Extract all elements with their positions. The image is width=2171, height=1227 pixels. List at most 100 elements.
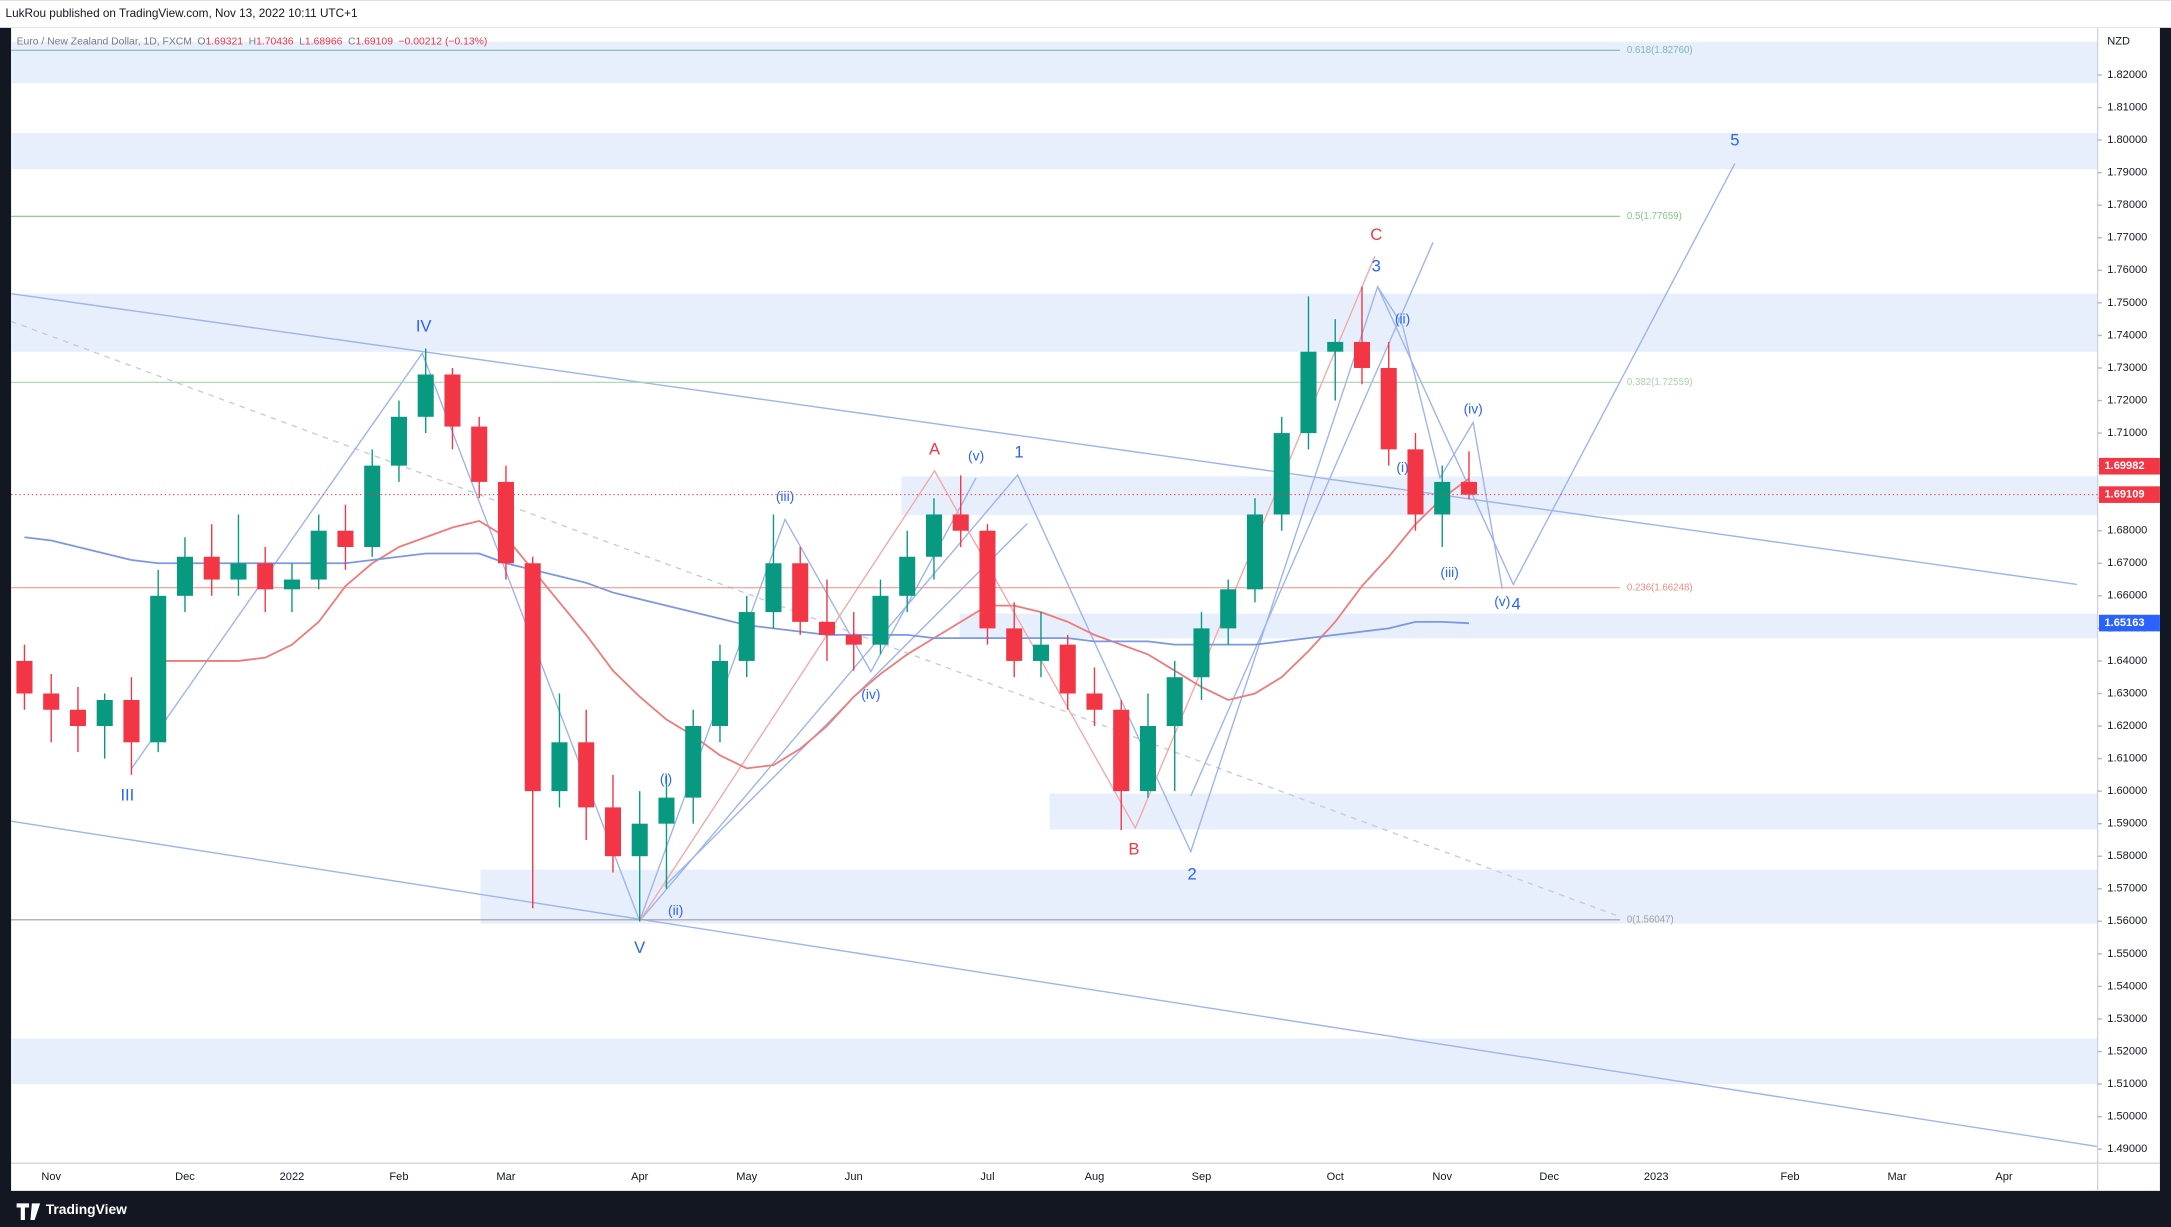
candle-body [524, 563, 541, 792]
legend-value: 1.68966 [305, 36, 343, 47]
wave-label: B [1128, 840, 1139, 859]
y-tick-label: 1.66000 [2107, 590, 2147, 602]
header-bar [0, 0, 2171, 28]
candle-body [1113, 709, 1130, 792]
x-tick-label: Nov [41, 1171, 61, 1183]
y-tick-label: 1.53000 [2107, 1013, 2147, 1025]
x-tick-label: Feb [1780, 1171, 1799, 1183]
candle-body [1273, 433, 1290, 515]
x-tick-label: 2023 [1644, 1171, 1669, 1183]
y-tick-label: 1.76000 [2107, 264, 2147, 276]
channel-line [10, 820, 2098, 1148]
y-tick-label: 1.58000 [2107, 850, 2147, 862]
wave-line [1190, 242, 1434, 797]
channel-line [10, 292, 2077, 586]
zone [901, 476, 2098, 516]
wave-label: IV [416, 316, 432, 335]
candle-body [1086, 693, 1103, 710]
candle-body [337, 530, 354, 548]
legend-key: O [197, 36, 205, 47]
y-tick-label: 1.79000 [2107, 167, 2147, 179]
candle-body [203, 556, 220, 580]
zone [11, 41, 2098, 84]
x-tick-label: Oct [1327, 1171, 1344, 1183]
wave-label: (iv) [1464, 401, 1483, 417]
candle-body [1139, 726, 1156, 792]
symbol-legend: Euro / New Zealand Dollar, 1D, FXCM O1.69… [17, 36, 488, 47]
candle-body [1380, 367, 1397, 450]
candle-body [176, 556, 193, 596]
y-tick-label: 1.49000 [2107, 1143, 2147, 1155]
brand-logo [16, 1203, 41, 1220]
x-tick-label: Feb [389, 1171, 408, 1183]
brand: TradingView [46, 1201, 127, 1217]
candle-body [899, 556, 916, 596]
x-tick-label: Apr [1995, 1171, 2013, 1183]
candle-body [604, 807, 621, 857]
legend-change: −0.00212 (−0.13%) [399, 36, 488, 47]
candle-body [257, 563, 274, 590]
y-tick-label: 1.52000 [2107, 1045, 2147, 1057]
candle-body [283, 579, 300, 590]
candle-body [123, 699, 140, 743]
x-tick-label: 2022 [280, 1171, 305, 1183]
wave-label: III [120, 786, 134, 805]
candle-body [1166, 677, 1183, 727]
legend-key: C [348, 36, 356, 47]
x-tick-label: Jun [845, 1171, 863, 1183]
y-tick-label: 1.67000 [2107, 557, 2147, 569]
legend-key: L [299, 36, 305, 47]
candle-body [1300, 351, 1317, 434]
candle-body [1246, 514, 1264, 590]
candle-body [96, 699, 113, 727]
y-tick-label: 1.54000 [2107, 980, 2147, 992]
wave-line [1377, 286, 1503, 589]
candle-body [551, 742, 568, 792]
candle-body [818, 621, 835, 635]
candle-body [1220, 589, 1237, 629]
y-tick-label: 1.56000 [2107, 915, 2147, 927]
candle-body [471, 426, 488, 482]
y-tick-label: 1.61000 [2107, 752, 2147, 764]
candle-body [1032, 644, 1049, 661]
x-tick-label: Nov [1432, 1171, 1452, 1183]
price-label: 1.69982 [2105, 460, 2145, 472]
y-tick-label: 1.55000 [2107, 948, 2147, 960]
published-note: LukRou published on TradingView.com, Nov… [6, 7, 358, 20]
candle-body [1327, 341, 1344, 352]
wave-label: (iii) [1440, 564, 1458, 580]
x-tick-label: May [736, 1171, 757, 1183]
candle-body [658, 797, 675, 824]
candle-body [417, 374, 434, 417]
candle-body [230, 563, 247, 580]
y-tick-label: 1.74000 [2107, 329, 2147, 341]
candle-body [390, 416, 407, 466]
candle-body [765, 563, 782, 613]
price-label-bg [2099, 614, 2160, 632]
fib-label: 0.382(1.72559) [1627, 377, 1693, 388]
x-tick-label: Apr [631, 1171, 649, 1183]
x-tick-label: Aug [1085, 1171, 1105, 1183]
candle-body [952, 514, 969, 531]
wave-label: 4 [1511, 595, 1520, 614]
candle-body [578, 742, 595, 808]
y-tick-label: 1.64000 [2107, 655, 2147, 667]
candle-body [792, 563, 809, 622]
candle-body [1006, 628, 1023, 661]
legend-key: H [249, 36, 257, 47]
candle-body [310, 530, 327, 580]
wave-label: C [1370, 225, 1382, 244]
candle-body [738, 612, 755, 661]
x-tick-label: Mar [1887, 1171, 1906, 1183]
y-tick-label: 1.59000 [2107, 818, 2147, 830]
zone [11, 1038, 2098, 1085]
fib-label: 0.5(1.77659) [1627, 211, 1682, 222]
y-tick-label: 1.63000 [2107, 687, 2147, 699]
y-tick-label: 1.78000 [2107, 199, 2147, 211]
wave-label: (ii) [668, 902, 683, 918]
y-tick-label: 1.71000 [2107, 427, 2147, 439]
candle-body [1353, 341, 1371, 368]
y-tick-label: 1.81000 [2107, 101, 2147, 113]
zone [480, 869, 2098, 924]
